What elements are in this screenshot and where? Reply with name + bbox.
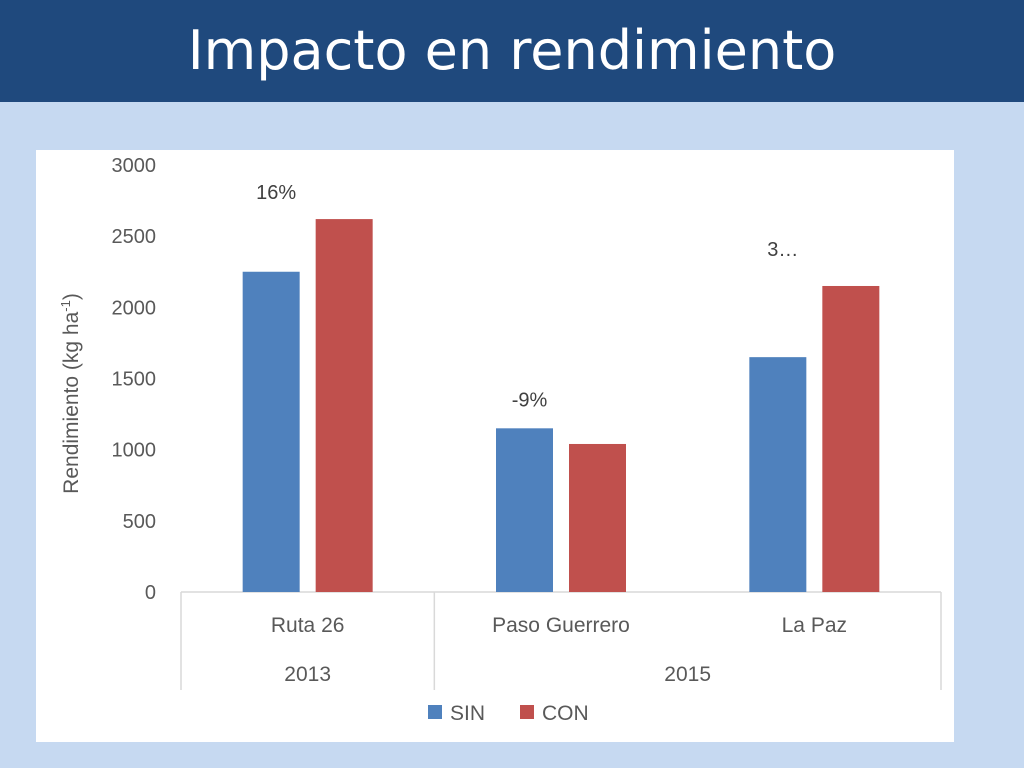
bar-annotation: 3… — [767, 239, 798, 261]
y-tick-label: 500 — [123, 511, 156, 533]
y-tick-label: 2000 — [112, 297, 157, 319]
x-group-label: 2013 — [284, 663, 331, 686]
x-category-label: Ruta 26 — [271, 614, 345, 637]
y-tick-label: 1500 — [112, 369, 157, 391]
legend-swatch-con — [520, 705, 534, 719]
bar-sin — [749, 357, 807, 592]
y-tick-label: 3000 — [112, 155, 157, 177]
y-axis-title: Rendimiento (kg ha-1) — [58, 293, 83, 494]
x-group-label: 2015 — [664, 663, 711, 686]
bar-con — [569, 443, 626, 592]
legend-label-sin: SIN — [450, 702, 485, 725]
x-category-label: La Paz — [782, 614, 847, 637]
legend-swatch-sin — [428, 705, 442, 719]
chart-panel: 0 500 1000 1500 2000 2500 3000 Rendimiento (kg … — [36, 150, 954, 742]
y-tick-label: 1000 — [112, 440, 157, 462]
slide-title: Impacto en rendimiento — [187, 19, 837, 82]
bar-annotation: 16% — [256, 182, 296, 204]
legend-label-con: CON — [542, 702, 589, 725]
bar-annotation: -9% — [512, 389, 548, 411]
bar-con — [315, 219, 373, 592]
x-category-label: Paso Guerrero — [492, 614, 630, 637]
bar-sin — [242, 271, 300, 592]
chart: 0 500 1000 1500 2000 2500 3000 Rendimiento (kg … — [58, 155, 942, 725]
title-bar — [0, 0, 1024, 102]
y-tick-label: 0 — [145, 582, 156, 604]
y-tick-label: 2500 — [112, 226, 157, 248]
bar-sin — [496, 428, 553, 592]
bar-con — [822, 285, 880, 592]
